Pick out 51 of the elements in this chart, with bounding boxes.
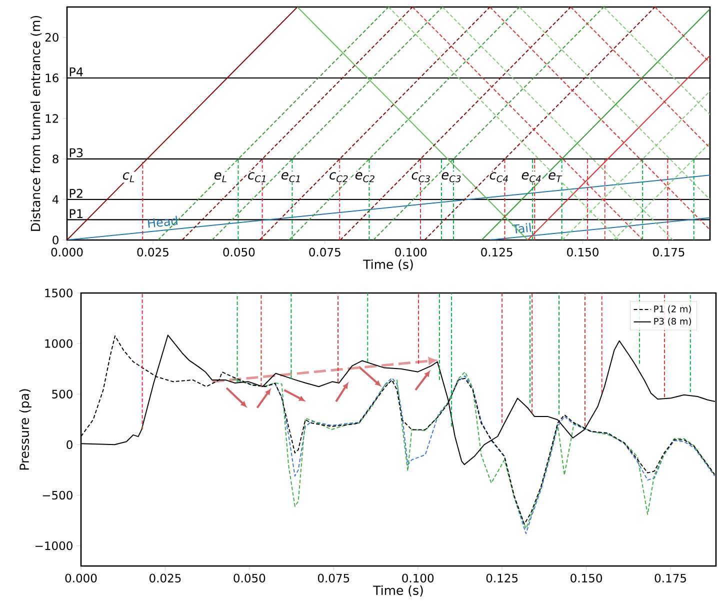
annotation: e$_{C3}$	[442, 172, 461, 182]
ref-line-label: P1	[70, 209, 82, 218]
annotation: e$_{T}$	[548, 172, 562, 182]
text: Tail	[512, 222, 532, 234]
ref-line-label: P2	[70, 188, 82, 198]
x-tick-label: 0.075	[309, 248, 340, 256]
annotation: e$_{C2}$	[355, 172, 374, 182]
ref-line-label: P3	[70, 148, 83, 158]
x-tick-label: 0.150	[570, 574, 602, 582]
y-tick-label: 8	[52, 154, 58, 164]
x-tick-label: 0.175	[654, 574, 686, 582]
x-tick-label: 0.025	[150, 574, 181, 582]
y-tick-label: 20	[45, 33, 58, 42]
annotation: c$_{C4}$	[490, 172, 508, 182]
x-tick-label: 0.100	[395, 248, 427, 256]
x-tick-label: 0.000	[65, 574, 97, 582]
ref-line-label: P4	[70, 67, 83, 76]
annotation: c$_{L}$	[122, 172, 134, 182]
x-tick-label: 0.025	[137, 248, 168, 256]
y-tick-label: 1500	[45, 288, 72, 298]
annotation: e$_{L}$	[214, 172, 226, 182]
y-tick-label: 4	[52, 195, 59, 204]
x-tick-label: 0.000	[51, 248, 83, 256]
y-tick-label: 16	[46, 74, 58, 82]
legend-label: P1 (2 m)	[654, 305, 691, 314]
legend-label: P3 (8 m)	[654, 318, 691, 326]
annotation: c$_{C3}$	[412, 172, 430, 182]
text: Head	[148, 216, 178, 228]
x-tick-label: 0.125	[481, 248, 512, 256]
y-axis-title: Pressure (pa)	[19, 389, 32, 470]
annotation: e$_{C1}$	[281, 172, 300, 182]
annotation: c$_{C1}$	[248, 172, 266, 182]
y-tick-label: −1000	[36, 541, 72, 550]
x-tick-label: 0.175	[653, 248, 684, 256]
x-tick-label: 0.050	[223, 248, 255, 256]
x-tick-label: 0.075	[318, 574, 350, 582]
x-axis-title: Time (s)	[373, 585, 423, 596]
y-tick-label: 0	[66, 440, 72, 449]
x-axis-title: Time (s)	[363, 259, 413, 270]
y-tick-label: −500	[42, 490, 72, 500]
y-tick-label: 0	[52, 236, 58, 244]
y-tick-label: 12	[46, 114, 58, 123]
x-tick-label: 0.150	[567, 248, 598, 256]
x-tick-label: 0.100	[402, 574, 434, 582]
annotation: e$_{C4}$	[522, 172, 541, 182]
y-tick-label: 500	[52, 390, 72, 398]
x-tick-label: 0.125	[486, 574, 518, 582]
x-tick-label: 0.050	[234, 574, 266, 582]
y-tick-label: 1000	[45, 339, 72, 348]
annotation: c$_{C2}$	[330, 172, 348, 182]
y-axis-title: Distance from tunnel entrance (m)	[30, 16, 42, 231]
